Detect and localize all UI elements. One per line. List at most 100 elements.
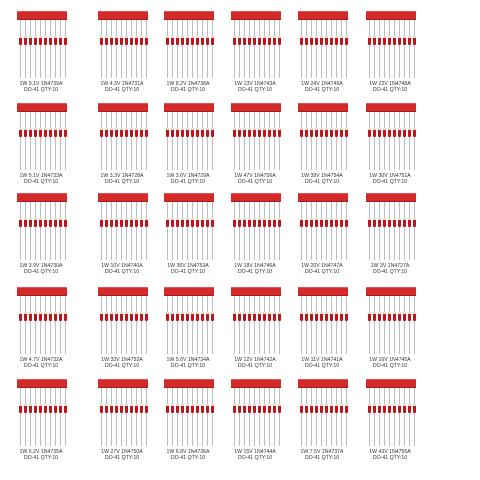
diode-body [253, 128, 256, 137]
diode-body [166, 218, 169, 227]
diode-product-tile[interactable]: 1W 5.6V 1N4734A DO-41 QTY:10 [148, 280, 228, 376]
diode-body [315, 128, 318, 137]
cathode-band [211, 312, 214, 314]
diode-product-tile[interactable]: 1W 11V 1N4741A DO-41 QTY:10 [282, 280, 362, 376]
product-package-qty-line: DO-41 QTY:10 [104, 363, 140, 369]
diode-lead [177, 296, 178, 354]
cathode-band [49, 128, 52, 130]
diode-product-tile[interactable]: 1W 47V 1N4756A DO-41 QTY:10 [215, 96, 295, 192]
diode-strip-image [298, 11, 348, 78]
diode-lead [65, 388, 66, 446]
product-spec-line: 1W 6.8V 1N4736A [166, 449, 210, 455]
cathode-band [393, 36, 396, 38]
cathode-band [105, 404, 108, 406]
diode-product-tile[interactable]: 1W 3.6V 1N4729A DO-41 QTY:10 [148, 96, 228, 192]
diode-product-tile[interactable]: 1W 3V 1N4727A DO-41 QTY:10 [350, 186, 430, 282]
diode-product-tile[interactable]: 1W 4.3V 1N4731A DO-41 QTY:10 [82, 4, 162, 100]
diode-lead [172, 20, 173, 78]
diode-product-tile[interactable]: 1W 5.1V 1N4733A DO-41 QTY:10 [1, 96, 81, 192]
cathode-band [29, 218, 32, 220]
diode-strip-image [231, 287, 281, 354]
diode-body [105, 218, 108, 227]
product-label: 1W 7.5V 1N4737A DO-41 QTY:10 [282, 449, 362, 461]
red-tape [298, 379, 348, 388]
diode-product-tile[interactable]: 1W 8.2V 1N4738A DO-41 QTY:10 [148, 4, 228, 100]
diode-product-tile[interactable]: 1W 6.8V 1N4736A DO-41 QTY:10 [148, 372, 228, 468]
diode-product-tile[interactable]: 1W 22V 1N4748A DO-41 QTY:10 [350, 4, 430, 100]
diode-body [166, 404, 169, 413]
diode-lead [192, 388, 193, 446]
diode-product-tile[interactable]: 1W 12V 1N4742A DO-41 QTY:10 [215, 280, 295, 376]
cathode-band [206, 36, 209, 38]
cathode-band [315, 128, 318, 130]
diode-body [330, 218, 333, 227]
diode-product-tile[interactable]: 1W 39V 1N4754A DO-41 QTY:10 [282, 96, 362, 192]
cathode-band [120, 128, 123, 130]
diode-lead [259, 20, 260, 78]
diode-product-tile[interactable]: 1W 24V 1N4749A DO-41 QTY:10 [282, 4, 362, 100]
red-tape [366, 11, 416, 20]
diode-lead [369, 112, 370, 170]
diode-product-tile[interactable]: 1W 30V 1N4751A DO-41 QTY:10 [350, 96, 430, 192]
diode-product-tile[interactable]: 1W 33V 1N4752A DO-41 QTY:10 [82, 280, 162, 376]
diode-product-tile[interactable]: 1W 15V 1N4744A DO-41 QTY:10 [215, 372, 295, 468]
cathode-band [393, 128, 396, 130]
diode-product-tile[interactable]: 1W 3.3V 1N4728A DO-41 QTY:10 [82, 96, 162, 192]
diode-lead [35, 388, 36, 446]
diode-lead [414, 296, 415, 354]
cathode-band [248, 218, 251, 220]
diode-product-tile[interactable]: 1W 7.5V 1N4737A DO-41 QTY:10 [282, 372, 362, 468]
cathode-band [135, 218, 138, 220]
diode-lead [106, 202, 107, 260]
cathode-band [300, 218, 303, 220]
diode-product-tile[interactable]: 1W 18V 1N4746A DO-41 QTY:10 [215, 186, 295, 282]
product-label: 1W 5.1V 1N4733A DO-41 QTY:10 [1, 173, 81, 185]
diode-strip-image [98, 193, 148, 260]
diode-body [34, 404, 37, 413]
cathode-band [325, 36, 328, 38]
diode-lead [177, 20, 178, 78]
diode-product-tile[interactable]: 1W 36V 1N4753A DO-41 QTY:10 [148, 186, 228, 282]
diode-product-tile[interactable]: 1W 10V 1N4740A DO-41 QTY:10 [82, 186, 162, 282]
diode-lead [30, 20, 31, 78]
diode-body [315, 312, 318, 321]
cathode-band [383, 404, 386, 406]
diode-product-tile[interactable]: 1W 3.9V 1N4730A DO-41 QTY:10 [1, 186, 81, 282]
cathode-band [135, 404, 138, 406]
diode-lead [336, 112, 337, 170]
diode-lead [197, 296, 198, 354]
diode-lead [187, 296, 188, 354]
product-spec-line: 1W 22V 1N4748A [369, 81, 411, 87]
cathode-band [335, 218, 338, 220]
product-label: 1W 3.3V 1N4728A DO-41 QTY:10 [82, 173, 162, 185]
diode-lead [30, 388, 31, 446]
diode-product-tile[interactable]: 1W 9.1V 1N4739A DO-41 QTY:10 [1, 4, 81, 100]
cathode-band [171, 404, 174, 406]
diode-product-tile[interactable]: 1W 6.2V 1N4735A DO-41 QTY:10 [1, 372, 81, 468]
diode-body [393, 218, 396, 227]
diode-lead [65, 20, 66, 78]
diode-body [125, 404, 128, 413]
diode-strip-image [366, 193, 416, 260]
diode-body [243, 404, 246, 413]
diode-product-tile[interactable]: 1W 4.7V 1N4732A DO-41 QTY:10 [1, 280, 81, 376]
diode-lead [131, 202, 132, 260]
diode-body [206, 36, 209, 45]
diode-lead [399, 296, 400, 354]
diode-product-tile[interactable]: 1W 27V 1N4750A DO-41 QTY:10 [82, 372, 162, 468]
diode-body [388, 404, 391, 413]
cathode-band [243, 404, 246, 406]
cathode-band [413, 218, 416, 220]
cathode-band [310, 312, 313, 314]
cathode-band [24, 36, 27, 38]
diode-lead [65, 202, 66, 260]
diode-product-tile[interactable]: 1W 20V 1N4747A DO-41 QTY:10 [282, 186, 362, 282]
diode-lead [55, 296, 56, 354]
diode-product-tile[interactable]: 1W 16V 1N4745A DO-41 QTY:10 [350, 280, 430, 376]
diode-product-tile[interactable]: 1W 43V 1N4755A DO-41 QTY:10 [350, 372, 430, 468]
product-label: 1W 13V 1N4743A DO-41 QTY:10 [215, 81, 295, 93]
red-tape [164, 193, 214, 202]
diode-lead [394, 20, 395, 78]
diode-body [393, 404, 396, 413]
diode-product-tile[interactable]: 1W 13V 1N4743A DO-41 QTY:10 [215, 4, 295, 100]
